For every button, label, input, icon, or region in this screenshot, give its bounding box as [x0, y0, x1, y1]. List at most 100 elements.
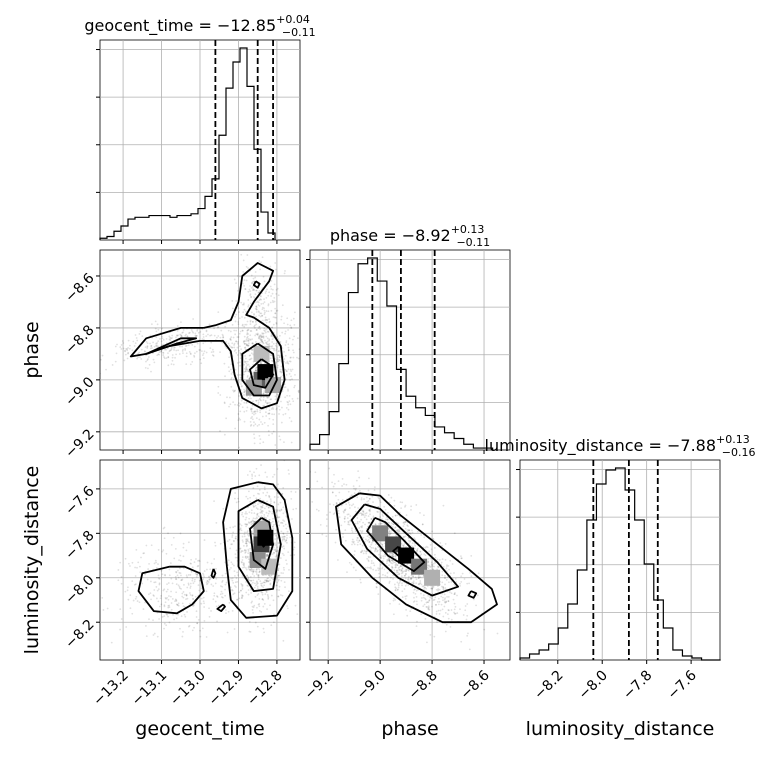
x-tick-label-luminosity-distance: −8.0 [576, 668, 611, 703]
sample-point [238, 395, 240, 397]
sample-point [233, 575, 236, 577]
sample-point [260, 396, 262, 399]
sample-point [143, 350, 146, 352]
sample-point [256, 585, 259, 588]
sample-point [260, 591, 263, 594]
sample-point [360, 497, 363, 499]
sample-point [254, 369, 257, 372]
sample-point [160, 350, 162, 353]
sample-point [322, 451, 324, 453]
sample-point [263, 309, 266, 312]
sample-point [172, 363, 175, 366]
sample-point [445, 578, 448, 581]
sample-point [387, 521, 389, 524]
sample-point [254, 410, 257, 413]
sample-point [381, 567, 383, 570]
sample-point [156, 323, 159, 326]
sample-point [383, 505, 386, 508]
sample-point [438, 613, 441, 615]
sample-point [437, 566, 440, 569]
sample-point [280, 365, 283, 368]
sample-point [241, 575, 244, 577]
sample-point [264, 581, 266, 584]
sample-point [127, 586, 129, 589]
sample-point [269, 579, 271, 582]
sample-point [264, 318, 267, 321]
sample-point [157, 577, 160, 580]
sample-point [420, 592, 422, 595]
sample-point [210, 351, 213, 354]
sample-point [442, 599, 444, 602]
sample-point [344, 508, 347, 511]
sample-point [277, 567, 280, 570]
sample-point [245, 542, 248, 545]
sample-point [171, 334, 174, 337]
sample-point [268, 518, 271, 521]
sample-point [159, 597, 162, 600]
sample-point [392, 613, 395, 616]
sample-point [395, 566, 397, 569]
sample-point [227, 610, 230, 613]
sample-point [269, 582, 272, 585]
sample-point [272, 242, 274, 244]
sample-point [254, 502, 256, 505]
sample-point [434, 562, 437, 564]
sample-point [154, 581, 157, 584]
sample-point [276, 578, 278, 580]
sample-point [292, 508, 295, 511]
sample-point [214, 582, 217, 585]
sample-point [198, 589, 201, 592]
sample-point [183, 583, 185, 586]
sample-point [248, 377, 251, 380]
sample-point [319, 523, 322, 526]
sample-point [177, 604, 180, 607]
sample-point [344, 539, 347, 542]
sample-point [123, 359, 126, 362]
sample-point [401, 567, 404, 569]
sample-point [355, 569, 357, 572]
sample-point [416, 549, 418, 552]
sample-point [127, 598, 130, 601]
y-tick-label-luminosity-distance: −7.8 [62, 528, 97, 563]
sample-point [260, 312, 263, 315]
title-plus: +0.13 [716, 433, 750, 446]
sample-point [276, 366, 279, 369]
sample-point [160, 340, 163, 343]
sample-point [212, 350, 215, 353]
sample-point [316, 480, 319, 483]
sample-point [234, 556, 237, 559]
sample-point [273, 373, 276, 376]
sample-point [168, 338, 171, 341]
sample-point [375, 548, 378, 551]
sample-point [259, 438, 262, 441]
sample-point [203, 619, 206, 622]
sample-point [142, 552, 145, 555]
sample-point [298, 348, 300, 351]
sample-point [263, 516, 266, 519]
sample-point [256, 513, 258, 516]
sample-point [394, 563, 397, 566]
sample-point [253, 411, 255, 413]
sample-point [193, 354, 195, 357]
sample-point [213, 558, 216, 560]
sample-point [160, 603, 163, 606]
sample-point [233, 540, 235, 543]
sample-point [374, 543, 377, 546]
sample-point [447, 609, 450, 611]
sample-point [250, 520, 253, 523]
sample-point [254, 595, 257, 598]
sample-point [221, 585, 224, 588]
sample-point [114, 360, 117, 363]
sample-point [315, 508, 318, 511]
sample-point [367, 555, 370, 558]
sample-point [205, 636, 208, 638]
sample-point [362, 513, 364, 516]
sample-point [429, 557, 432, 560]
sample-point [377, 511, 379, 513]
sample-point [262, 342, 265, 345]
sample-point [270, 574, 273, 577]
sample-point [167, 356, 170, 359]
sample-point [259, 409, 262, 412]
sample-point [307, 355, 309, 357]
